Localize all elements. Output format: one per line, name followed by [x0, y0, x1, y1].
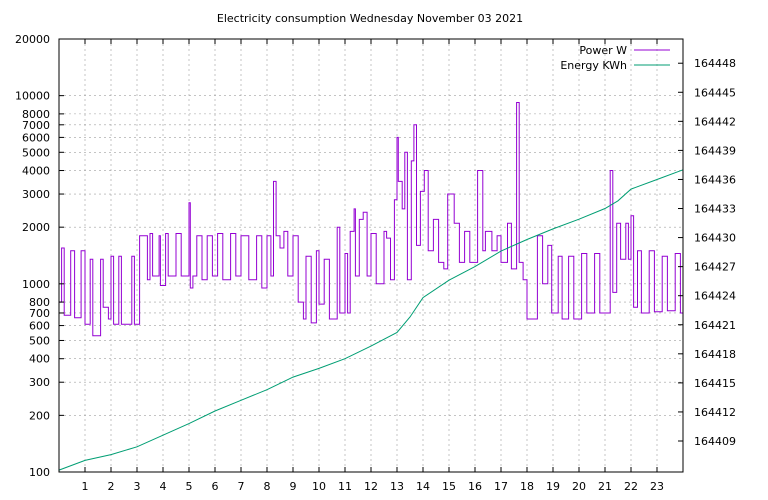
- y2-tick-label: 164418: [694, 348, 736, 361]
- x-tick-label: 14: [416, 480, 430, 493]
- x-tick-label: 13: [390, 480, 404, 493]
- y-tick-label: 300: [29, 376, 50, 389]
- y2-tick-label: 164433: [694, 203, 736, 216]
- y-tick-label: 5000: [22, 146, 50, 159]
- y2-tick-label: 164442: [694, 115, 736, 128]
- x-tick-label: 5: [186, 480, 193, 493]
- x-tick-label: 19: [546, 480, 560, 493]
- y-tick-label: 2000: [22, 221, 50, 234]
- x-tick-label: 8: [264, 480, 271, 493]
- y-tick-label: 100: [29, 466, 50, 479]
- x-tick-label: 10: [312, 480, 326, 493]
- y-tick-label: 200: [29, 409, 50, 422]
- y2-tick-label: 164445: [694, 86, 736, 99]
- y2-tick-label: 164415: [694, 377, 736, 390]
- y-tick-label: 3000: [22, 188, 50, 201]
- y2-tick-label: 164427: [694, 261, 736, 274]
- y-tick-label: 600: [29, 320, 50, 333]
- y2-tick-label: 164439: [694, 144, 736, 157]
- y2-tick-label: 164409: [694, 435, 736, 448]
- y2-tick-label: 164421: [694, 319, 736, 332]
- x-tick-label: 4: [160, 480, 167, 493]
- x-tick-label: 2: [108, 480, 115, 493]
- x-tick-label: 17: [494, 480, 508, 493]
- x-tick-label: 12: [364, 480, 378, 493]
- series-line-power: [59, 102, 684, 337]
- y2-tick-label: 164448: [694, 57, 736, 70]
- axis-ticks: 1 2 3 4 5 6 7 8 9 10 11 12 13 14 15 16 17 18 19 20 21 22 23100…: [15, 33, 736, 493]
- x-tick-label: 15: [442, 480, 456, 493]
- x-tick-label: 18: [520, 480, 534, 493]
- y-tick-label: 6000: [22, 131, 50, 144]
- x-tick-label: 21: [598, 480, 612, 493]
- y-tick-label: 800: [29, 296, 50, 309]
- y-tick-label: 20000: [15, 33, 50, 46]
- x-tick-label: 6: [212, 480, 219, 493]
- x-tick-label: 22: [624, 480, 638, 493]
- x-tick-label: 16: [468, 480, 482, 493]
- x-tick-label: 1: [82, 480, 89, 493]
- y2-tick-label: 164412: [694, 406, 736, 419]
- y2-tick-label: 164424: [694, 290, 736, 303]
- legend: Power W Energy KWh: [560, 44, 670, 72]
- x-tick-label: 3: [134, 480, 141, 493]
- y-tick-label: 7000: [22, 119, 50, 132]
- y-tick-label: 8000: [22, 108, 50, 121]
- x-tick-label: 7: [238, 480, 245, 493]
- series-line-energy: [58, 169, 684, 471]
- legend-label: Power W: [579, 44, 627, 57]
- y2-tick-label: 164436: [694, 173, 736, 186]
- y-tick-label: 10000: [15, 90, 50, 103]
- y-tick-label: 4000: [22, 165, 50, 178]
- x-tick-label: 9: [290, 480, 297, 493]
- legend-label: Energy KWh: [560, 59, 627, 72]
- chart-title: Electricity consumption Wednesday Novemb…: [217, 12, 523, 25]
- gridlines: [59, 38, 683, 473]
- y-tick-label: 400: [29, 353, 50, 366]
- x-tick-label: 20: [572, 480, 586, 493]
- y-tick-label: 500: [29, 334, 50, 347]
- x-tick-label: 11: [338, 480, 352, 493]
- x-tick-label: 23: [650, 480, 664, 493]
- y2-tick-label: 164430: [694, 232, 736, 245]
- series-layer: [58, 102, 684, 471]
- y-tick-label: 1000: [22, 278, 50, 291]
- y-tick-label: 700: [29, 307, 50, 320]
